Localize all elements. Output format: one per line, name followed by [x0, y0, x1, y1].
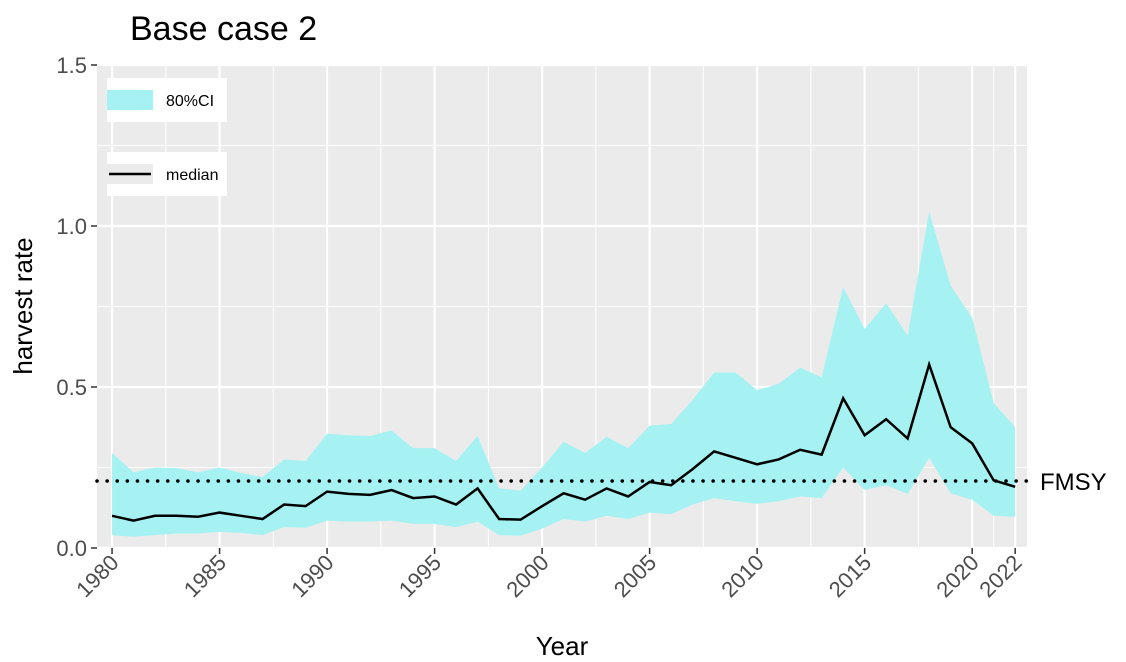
y-tick-label: 1.0: [56, 214, 87, 239]
legend-label: 80%CI: [166, 93, 214, 110]
y-axis-label: harvest rate: [8, 237, 38, 374]
y-tick-label: 0.0: [56, 536, 87, 561]
reference-label: FMSY: [1040, 469, 1107, 496]
y-tick-label: 1.5: [56, 53, 87, 78]
y-tick-label: 0.5: [56, 375, 87, 400]
x-tick-label: 2022: [974, 550, 1026, 602]
x-tick-label: 2020: [931, 550, 983, 602]
x-tick-label: 2000: [501, 550, 553, 602]
legend-label: median: [166, 167, 218, 184]
x-tick-label: 2005: [609, 550, 661, 602]
median-line: [111, 360, 1016, 522]
x-tick-label: 1990: [286, 550, 338, 602]
x-tick-label: 1985: [179, 550, 231, 602]
legend-key: [107, 90, 153, 110]
x-axis-label: Year: [536, 631, 589, 661]
x-tick-label: 2015: [824, 550, 876, 602]
chart-title: Base case 2: [130, 10, 317, 48]
x-tick-label: 1995: [394, 550, 446, 602]
x-tick-label: 2010: [716, 550, 768, 602]
